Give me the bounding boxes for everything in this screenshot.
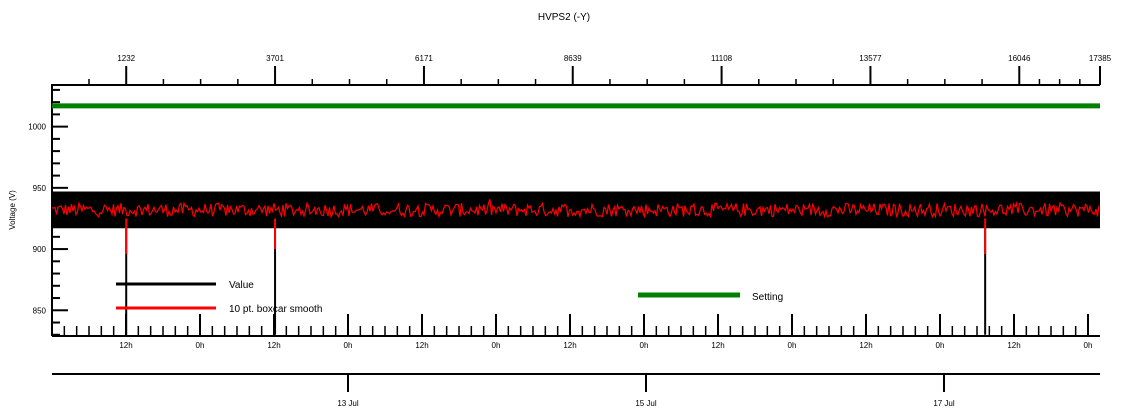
date-axis-tick-label: 15 Jul (635, 399, 657, 408)
time-axis-tick-label: 0h (936, 341, 945, 350)
legend: Value 10 pt. boxcar smooth Setting (116, 280, 783, 315)
top-axis-tick-label: 8639 (564, 54, 582, 63)
top-axis-tick-label: 11108 (711, 54, 733, 63)
date-axis-tick-label: 13 Jul (337, 399, 359, 408)
time-axis-tick-label: 12h (267, 341, 280, 350)
date-axis-tick-label: 17 Jul (933, 399, 955, 408)
time-axis-tick-label: 12h (711, 341, 724, 350)
time-axis-tick-label: 0h (1084, 341, 1093, 350)
y-axis-tick-label: 900 (33, 245, 47, 254)
time-axis-tick-label: 0h (344, 341, 353, 350)
time-axis-tick-label: 12h (859, 341, 872, 350)
legend-item-smooth: 10 pt. boxcar smooth (116, 304, 322, 315)
time-axis-tick-label: 12h (1007, 341, 1020, 350)
y-axis-label: Voltage (V) (8, 190, 17, 230)
top-axis-tick-label: 1232 (117, 54, 135, 63)
time-axis-tick-label: 12h (415, 341, 428, 350)
plot-area (51, 103, 1100, 335)
time-axis-tick-label: 12h (563, 341, 576, 350)
legend-label-setting: Setting (752, 292, 783, 303)
y-axis-tick-label: 850 (33, 306, 47, 315)
time-axis-tick-label: 0h (492, 341, 501, 350)
top-axis-tick-label: 13577 (859, 54, 882, 63)
time-axis-tick-label: 0h (640, 341, 649, 350)
y-axis-tick-label: 1000 (28, 123, 46, 132)
chart-title: HVPS2 (-Y) (538, 12, 590, 23)
legend-item-setting: Setting (638, 292, 783, 303)
time-axis-tick-label: 0h (196, 341, 205, 350)
legend-label-value: Value (229, 280, 254, 291)
time-axis-tick-label: 0h (788, 341, 797, 350)
top-axis-tick-label: 16046 (1008, 54, 1031, 63)
time-axis-tick-label: 12h (119, 341, 132, 350)
top-axis-tick-label: 6171 (415, 54, 433, 63)
legend-label-smooth: 10 pt. boxcar smooth (229, 304, 322, 315)
y-axis-tick-label: 950 (33, 184, 47, 193)
time-axis-ticks: 12h 0h 12h 0h 12h 0h 12h 0h 12h 0h 12h 0h 12h 0h (63, 314, 1093, 350)
top-axis-tick-label: 3701 (266, 54, 284, 63)
smooth-series-line (51, 199, 1100, 219)
top-axis-ticks: 1232 3701 6171 8639 11108 13577 16046 17385 (88, 54, 1112, 85)
date-axis-ticks: 13 Jul 15 Jul 17 Jul (337, 374, 955, 408)
top-axis-tick-label: 17385 (1089, 54, 1112, 63)
legend-item-value: Value (116, 280, 254, 291)
